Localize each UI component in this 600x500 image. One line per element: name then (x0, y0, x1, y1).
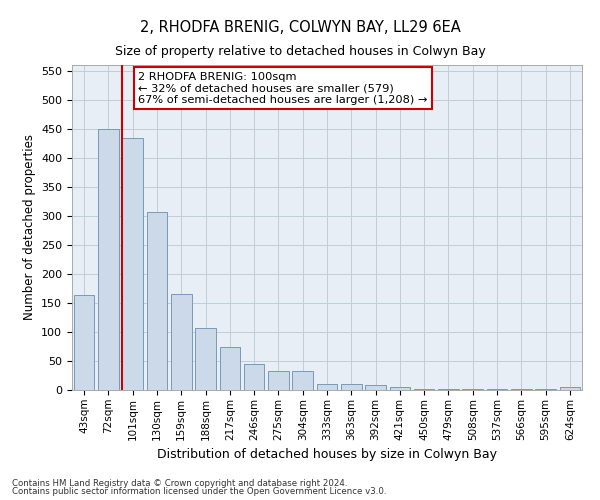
Bar (268, 372, 289, 390)
Text: 2 RHODFA BRENIG: 100sqm
← 32% of detached houses are smaller (579)
67% of semi-d: 2 RHODFA BRENIG: 100sqm ← 32% of detache… (139, 72, 428, 104)
Text: Contains public sector information licensed under the Open Government Licence v3: Contains public sector information licen… (12, 487, 386, 496)
Bar (195, 328, 216, 390)
Text: Contains HM Land Registry data © Crown copyright and database right 2024.: Contains HM Land Registry data © Crown c… (12, 478, 347, 488)
Bar (317, 384, 337, 390)
Bar (292, 372, 313, 390)
Bar (365, 386, 386, 390)
Y-axis label: Number of detached properties: Number of detached properties (23, 134, 35, 320)
Text: 2, RHODFA BRENIG, COLWYN BAY, LL29 6EA: 2, RHODFA BRENIG, COLWYN BAY, LL29 6EA (140, 20, 460, 35)
Bar (244, 364, 265, 390)
Text: Size of property relative to detached houses in Colwyn Bay: Size of property relative to detached ho… (115, 45, 485, 58)
Bar (341, 384, 362, 390)
Bar (146, 212, 167, 390)
X-axis label: Distribution of detached houses by size in Colwyn Bay: Distribution of detached houses by size … (157, 448, 497, 461)
Bar (74, 296, 94, 390)
Bar (389, 387, 410, 390)
Bar (220, 347, 240, 390)
Bar (122, 138, 143, 390)
Bar (171, 294, 191, 390)
Bar (560, 387, 580, 390)
Bar (98, 129, 119, 390)
